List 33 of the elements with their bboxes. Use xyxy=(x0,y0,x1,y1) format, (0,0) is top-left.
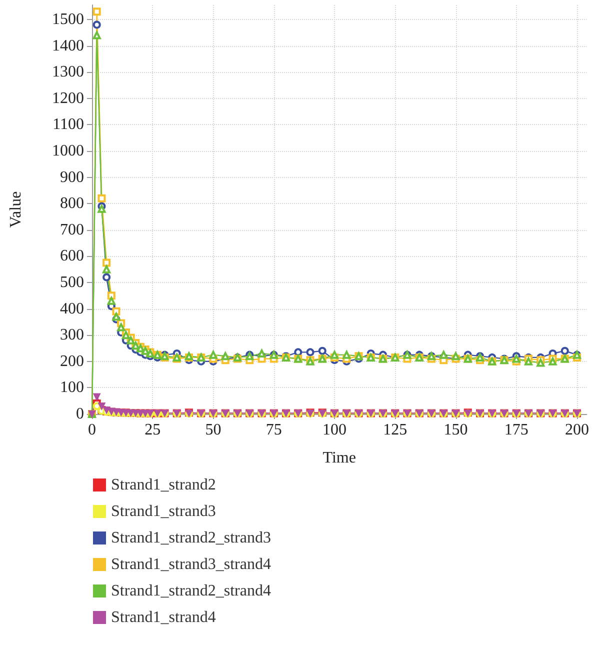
legend-label: Strand1_strand4 xyxy=(111,609,216,626)
legend-label: Strand1_strand2 xyxy=(111,476,216,494)
x-tick-label: 150 xyxy=(444,422,468,438)
legend-label: Strand1_strand2_strand4 xyxy=(111,582,271,600)
x-axis-title: Time xyxy=(322,450,356,466)
legend-label: Strand1_strand3 xyxy=(111,503,216,520)
x-tick-label: 175 xyxy=(504,422,528,438)
legend-label: Strand1_strand2_strand3 xyxy=(111,530,271,546)
x-tick-label: 125 xyxy=(383,422,408,438)
x-tick-label: 50 xyxy=(205,422,222,438)
y-tick-label: 200 xyxy=(60,352,84,370)
y-tick-label: 1400 xyxy=(52,37,84,54)
y-tick-label: 1100 xyxy=(52,116,84,134)
y-tick-label: 1500 xyxy=(52,10,84,28)
y-tick-label: 0 xyxy=(76,406,84,422)
y-tick-label: 800 xyxy=(60,195,84,212)
legend-label: Strand1_strand3_strand4 xyxy=(111,556,271,573)
y-axis-title: Value xyxy=(8,191,24,228)
y-tick-label: 300 xyxy=(60,326,84,344)
x-tick-label: 200 xyxy=(565,422,589,438)
x-tick-label: 75 xyxy=(266,422,282,438)
y-tick-label: 1300 xyxy=(52,64,84,81)
y-tick-label: 600 xyxy=(60,248,84,265)
x-tick-label: 0 xyxy=(88,422,96,438)
y-tick-label: 900 xyxy=(60,168,84,186)
y-tick-label: 100 xyxy=(60,379,84,396)
y-tick-label: 1000 xyxy=(52,142,84,160)
y-tick-label: 400 xyxy=(60,300,84,318)
x-tick-label: 100 xyxy=(322,422,346,438)
x-tick-label: 25 xyxy=(144,422,161,438)
y-tick-label: 700 xyxy=(60,221,84,238)
y-tick-label: 500 xyxy=(60,274,84,291)
y-tick-label: 1200 xyxy=(52,90,84,107)
